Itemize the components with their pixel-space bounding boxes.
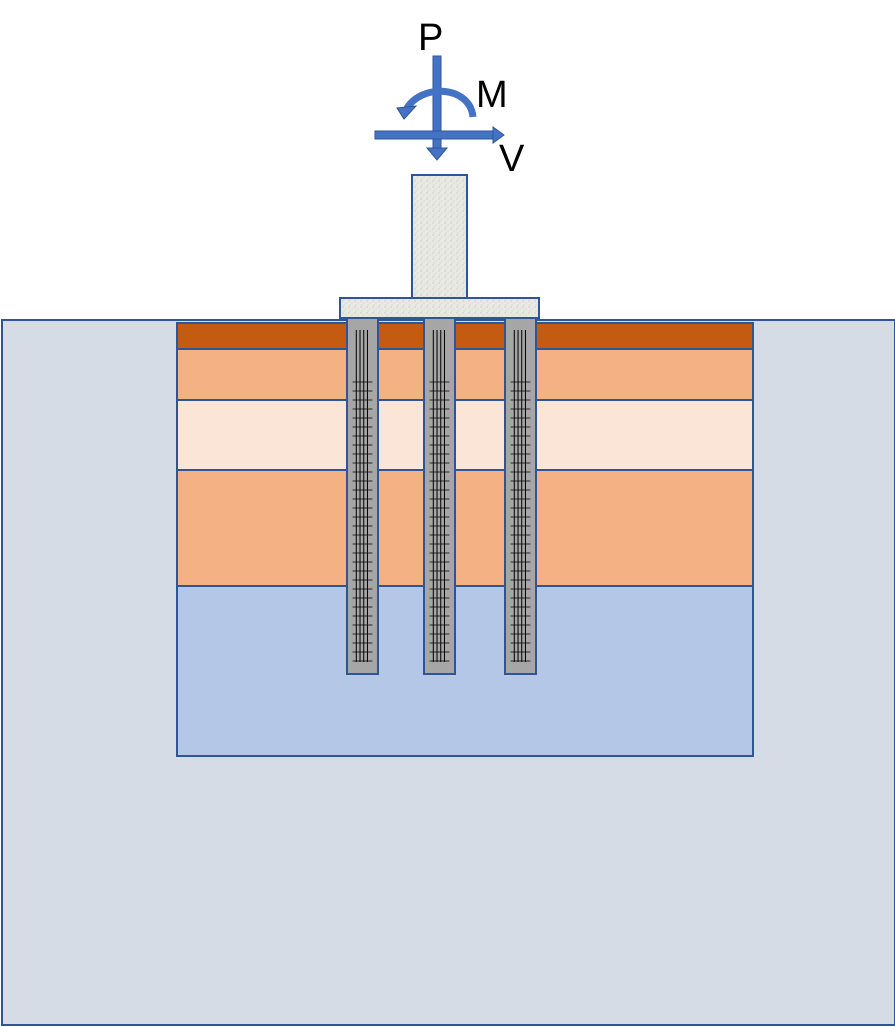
pile-cap [339,297,540,319]
axial-load-arrow-head [425,147,449,161]
moment-label: M [476,74,508,116]
pile-middle-body [423,317,456,675]
pile-left-reinforcement [352,330,373,662]
soil-layer-3 [176,399,754,471]
pile-left [346,317,379,675]
moment-arrow-arc [402,87,477,118]
pile-right-body [504,317,537,675]
soil-layer-1 [176,322,754,350]
shear-load-label: V [499,138,525,180]
axial-load-label: P [418,17,443,59]
load-symbols [374,55,505,161]
pile-middle-reinforcement [429,330,450,662]
soil-layer-2 [176,348,754,401]
pile-right-reinforcement [510,330,531,662]
column [411,174,468,299]
pile-left-body [346,317,379,675]
piles [346,317,537,675]
shear-load-arrow-shaft [374,130,494,140]
moment-arrow-head [396,105,418,120]
soil-layer-4 [176,469,754,587]
pile-middle [423,317,456,675]
pile-right [504,317,537,675]
shear-load-arrow-head [492,126,505,144]
soil-layer-5 [176,585,754,757]
soil-layers [176,322,754,757]
